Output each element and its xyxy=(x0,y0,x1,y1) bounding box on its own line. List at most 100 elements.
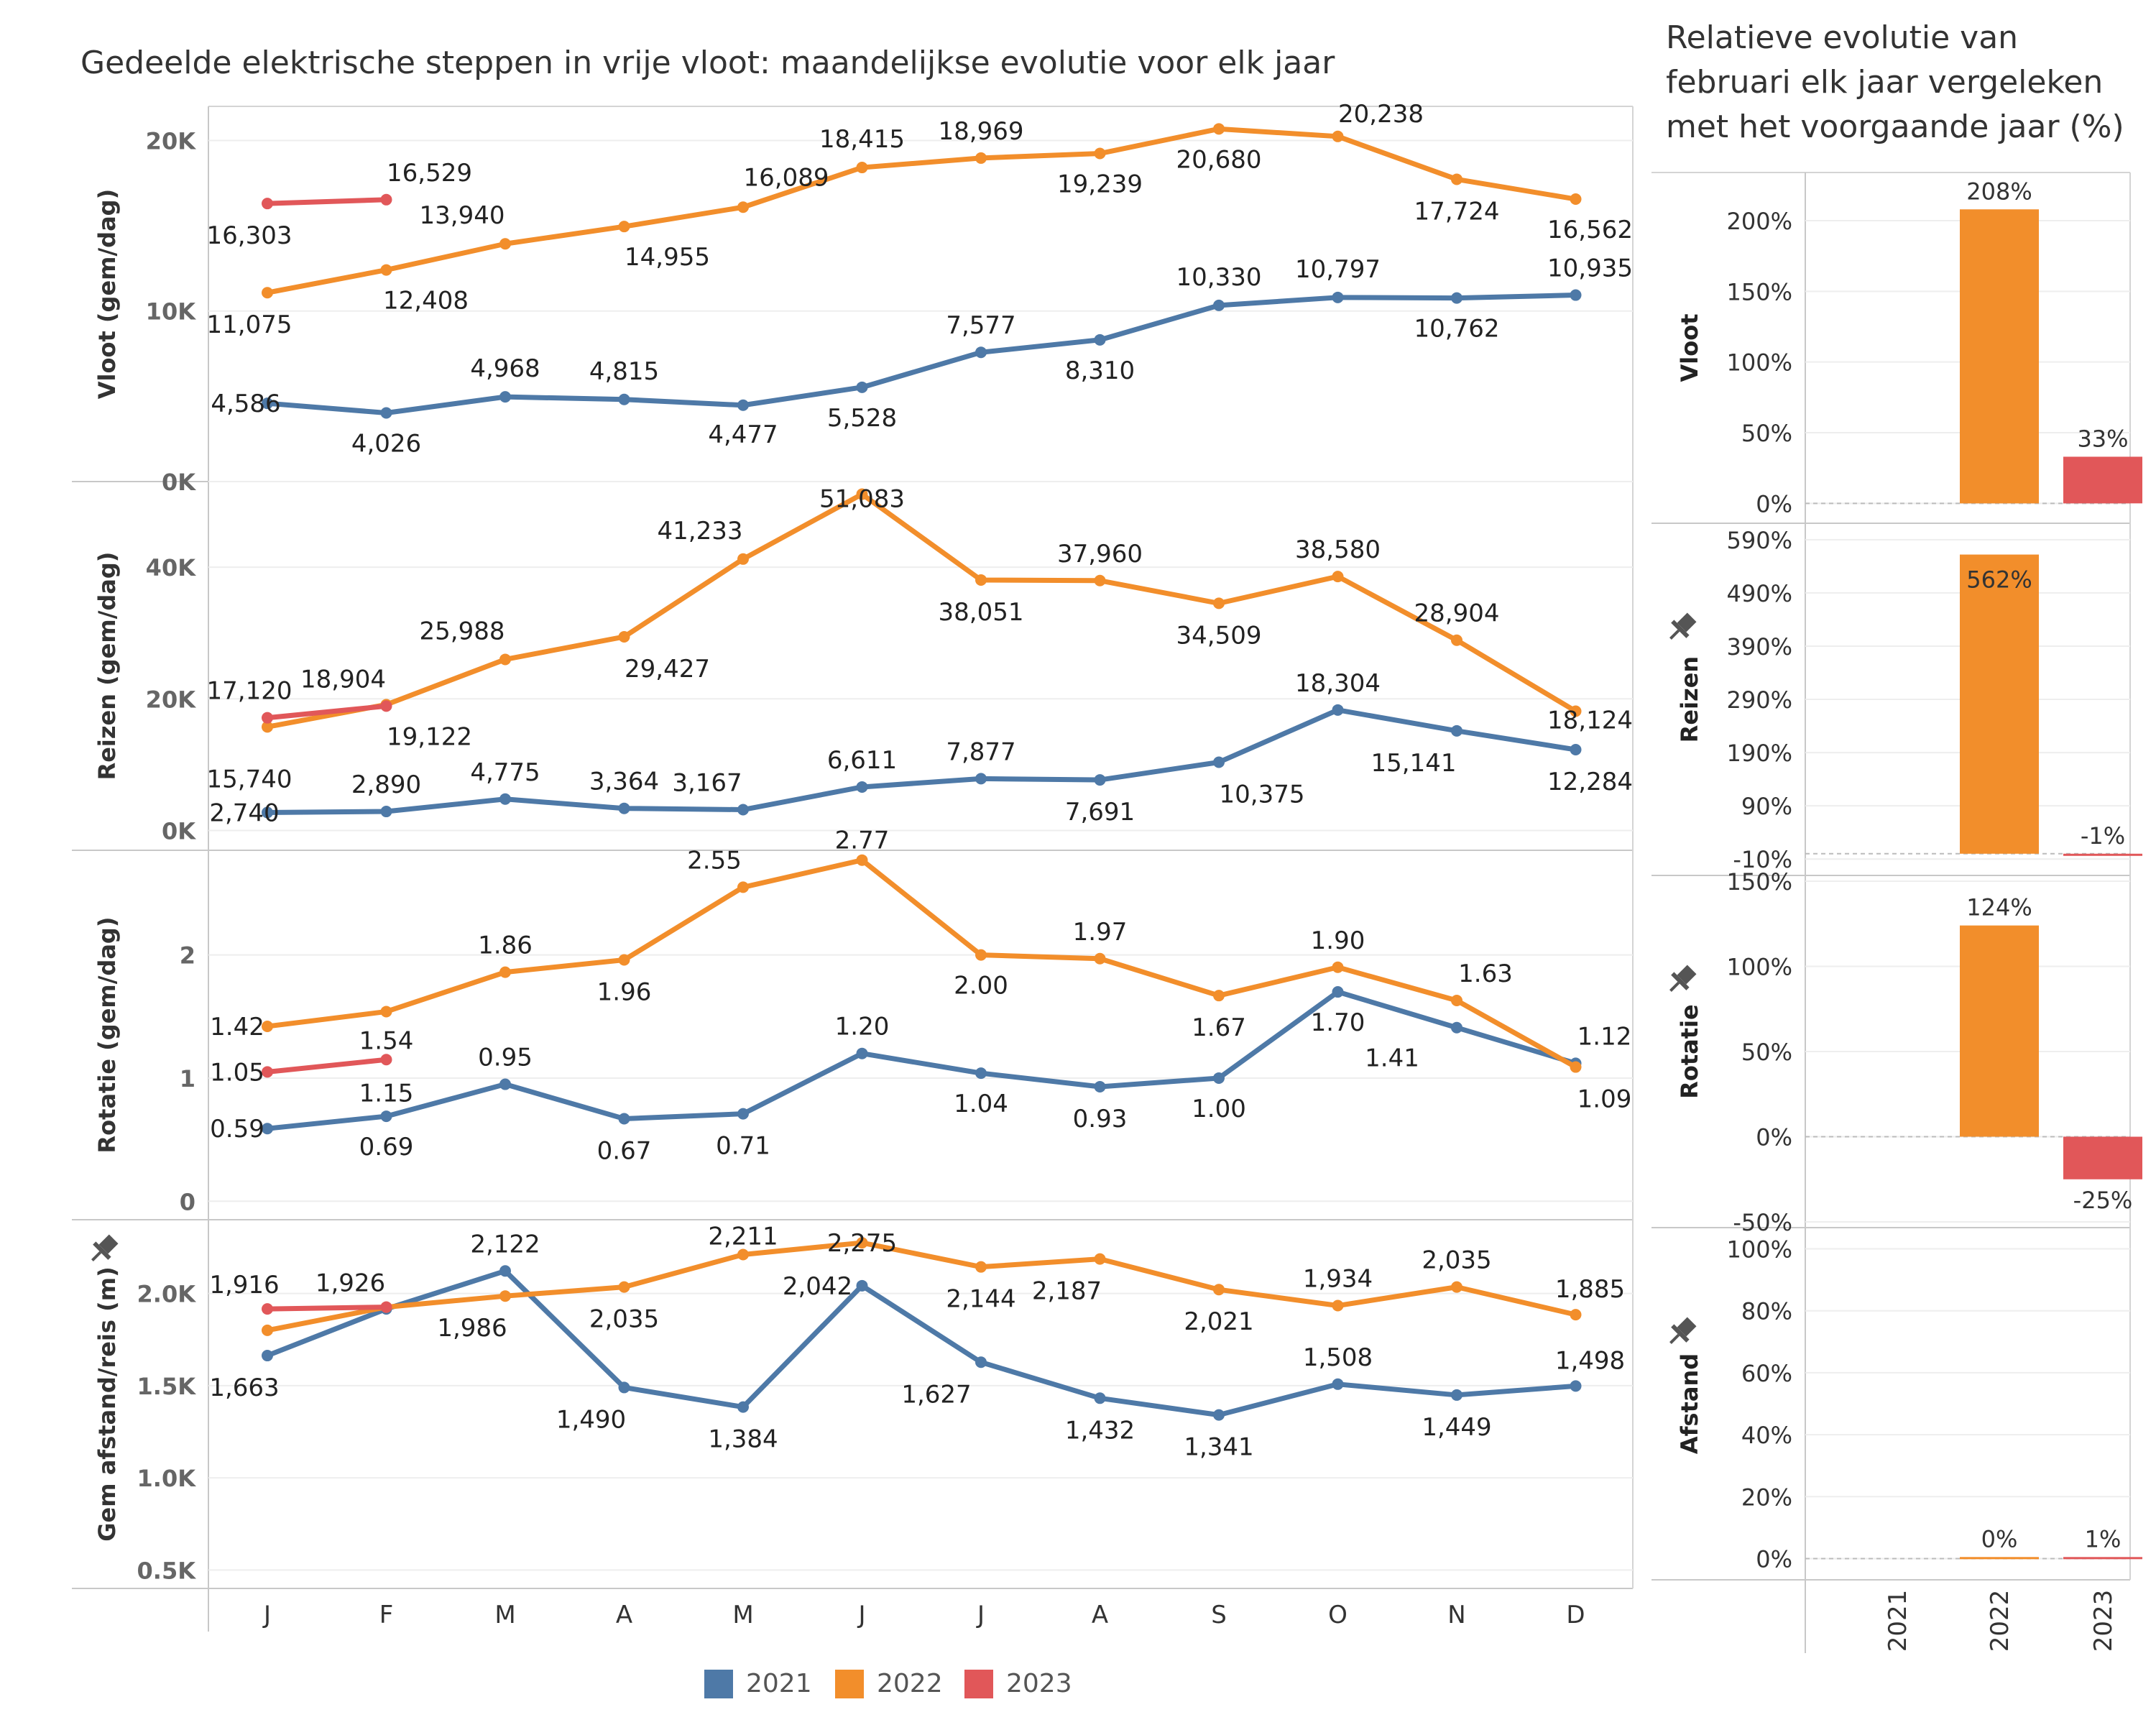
data-label-2021: 1.12 xyxy=(1577,1022,1632,1051)
data-point-2021 xyxy=(975,346,987,359)
data-label-2021: 4,968 xyxy=(470,354,540,383)
data-point-2021 xyxy=(737,804,749,816)
data-point-2023 xyxy=(380,1054,392,1066)
data-label-2022: 2,021 xyxy=(1184,1307,1253,1336)
data-label-2021: 0.93 xyxy=(1073,1105,1128,1133)
bar-2023 xyxy=(2063,853,2142,856)
data-label-2021: 2,890 xyxy=(351,770,421,799)
data-point-2023 xyxy=(262,1303,273,1315)
data-label-2022: 29,427 xyxy=(625,655,710,684)
data-point-2022 xyxy=(1570,1061,1582,1073)
y-axis-label: Rotatie (gem/dag) xyxy=(93,917,121,1154)
data-point-2021 xyxy=(262,397,273,410)
x-tick-label: J xyxy=(976,1601,985,1629)
data-point-2021 xyxy=(1332,704,1344,716)
data-label-2021: 1,490 xyxy=(556,1405,626,1434)
data-point-2021 xyxy=(618,1113,630,1125)
data-point-2021 xyxy=(975,1356,987,1368)
y-tick-label: 0% xyxy=(1756,1124,1792,1151)
data-label-2021: 1,341 xyxy=(1184,1433,1253,1462)
y-tick-label: 1.5K xyxy=(137,1373,197,1400)
bar-label-2023: -1% xyxy=(2081,822,2125,850)
data-label-2021: 0.71 xyxy=(716,1132,770,1161)
data-point-2022 xyxy=(499,966,511,978)
y-tick-label: -10% xyxy=(1733,846,1792,873)
y-tick-label: -50% xyxy=(1733,1209,1792,1236)
y-tick-label: 100% xyxy=(1727,954,1792,981)
legend-label-2021: 2021 xyxy=(746,1669,812,1698)
data-label-2021: 1.41 xyxy=(1365,1044,1419,1073)
right-title-line-2: februari elk jaar vergeleken xyxy=(1666,64,2104,101)
data-label-2022: 18,415 xyxy=(819,125,905,154)
y-tick-label: 190% xyxy=(1727,740,1792,767)
data-label-2021: 6,611 xyxy=(827,746,897,775)
legend-swatch-2023 xyxy=(964,1670,993,1698)
data-point-2021 xyxy=(1213,756,1225,768)
data-point-2021 xyxy=(618,802,630,814)
data-point-2021 xyxy=(1213,299,1225,311)
data-label-2022: 19,122 xyxy=(387,722,472,751)
data-label-2021: 1.70 xyxy=(1311,1008,1365,1037)
y-tick-label: 50% xyxy=(1741,1039,1792,1066)
data-point-2022 xyxy=(1570,1309,1582,1321)
data-point-2021 xyxy=(1570,1380,1582,1392)
bar-label-2022: 124% xyxy=(1966,894,2032,921)
data-label-2023: 18,904 xyxy=(300,665,386,694)
data-point-2022 xyxy=(1570,705,1582,717)
data-point-2022 xyxy=(737,553,749,565)
data-point-2022 xyxy=(262,1021,273,1033)
y-axis-label: Afstand xyxy=(1676,1353,1703,1454)
y-tick-label: 2 xyxy=(180,942,195,970)
data-point-2021 xyxy=(856,781,868,793)
y-tick-label: 0K xyxy=(162,469,196,496)
data-label-2022: 2,187 xyxy=(1032,1277,1102,1306)
data-point-2021 xyxy=(1213,1072,1225,1084)
x-tick-label: A xyxy=(1092,1601,1108,1629)
data-label-2022: 2,211 xyxy=(708,1222,778,1251)
data-label-2021: 1,432 xyxy=(1065,1416,1135,1445)
data-label-2022: 1.42 xyxy=(210,1013,264,1041)
data-point-2021 xyxy=(1332,986,1344,998)
right-title-line-3: met het voorgaande jaar (%) xyxy=(1666,109,2124,145)
data-point-2022 xyxy=(975,574,987,586)
legend-label-2023: 2023 xyxy=(1006,1669,1072,1698)
bar-2023 xyxy=(2063,1136,2142,1179)
series-line-2021 xyxy=(267,707,1577,815)
data-label-2021: 1,508 xyxy=(1303,1343,1373,1372)
data-point-2022 xyxy=(975,949,987,961)
data-point-2022 xyxy=(1451,634,1462,646)
data-label-2022: 2.77 xyxy=(835,827,890,855)
data-label-2022: 17,724 xyxy=(1414,197,1500,226)
data-label-2022: 20,680 xyxy=(1176,145,1262,174)
x-tick-label: M xyxy=(494,1601,515,1629)
data-point-2021 xyxy=(380,407,392,419)
data-point-2022 xyxy=(262,721,273,733)
y-tick-label: 20% xyxy=(1741,1484,1792,1511)
data-label-2022: 1.97 xyxy=(1073,918,1128,947)
y-axis-label: Vloot xyxy=(1676,314,1703,382)
data-point-2022 xyxy=(1451,1281,1462,1293)
data-label-2022: 38,051 xyxy=(939,598,1024,627)
data-label-2021: 1,498 xyxy=(1555,1346,1625,1375)
data-label-2022: 1.63 xyxy=(1458,960,1513,988)
data-label-2021: 1.20 xyxy=(835,1013,890,1041)
y-axis-label: Reizen (gem/dag) xyxy=(93,552,121,781)
data-point-2022 xyxy=(975,1261,987,1273)
series-line-2023 xyxy=(267,197,387,206)
pin-icon xyxy=(1669,612,1697,640)
data-label-2021: 10,797 xyxy=(1295,255,1381,284)
data-point-2022 xyxy=(856,1237,868,1249)
data-point-2021 xyxy=(1094,334,1106,346)
data-point-2022 xyxy=(856,488,868,500)
x-tick-label: M xyxy=(732,1601,753,1629)
data-point-2022 xyxy=(499,653,511,666)
data-label-2022: 37,960 xyxy=(1057,540,1143,569)
bar-label-2023: 1% xyxy=(2085,1525,2122,1552)
legend-label-2022: 2022 xyxy=(877,1669,943,1698)
data-point-2023 xyxy=(262,198,273,210)
data-label-2021: 4,775 xyxy=(470,758,540,787)
data-label-2022: 14,955 xyxy=(625,243,710,272)
data-point-2021 xyxy=(975,1067,987,1080)
data-label-2021: 10,375 xyxy=(1220,780,1305,809)
data-label-2022: 16,562 xyxy=(1547,216,1633,244)
